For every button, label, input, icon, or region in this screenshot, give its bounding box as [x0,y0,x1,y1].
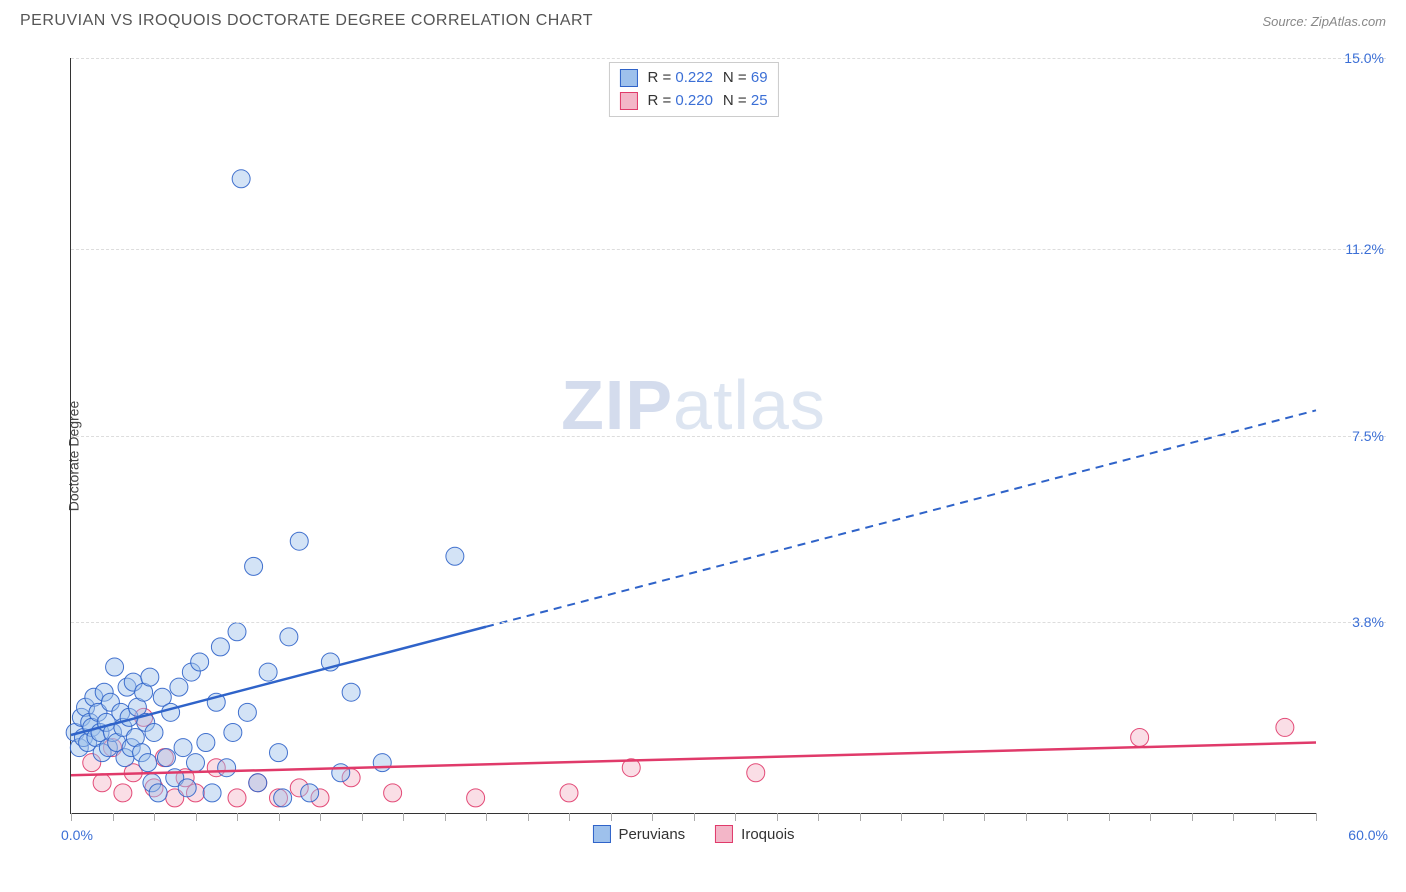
scatter-point [245,557,263,575]
scatter-point [467,789,485,807]
x-tick [528,813,529,821]
gridline-label: 7.5% [1324,428,1384,444]
scatter-point [191,653,209,671]
legend-swatch [715,825,733,843]
chart-title: PERUVIAN VS IROQUOIS DOCTORATE DEGREE CO… [20,12,593,30]
scatter-point [187,754,205,772]
scatter-point [170,678,188,696]
scatter-point [218,759,236,777]
scatter-point [224,723,242,741]
scatter-point [446,547,464,565]
x-tick [1150,813,1151,821]
x-tick [445,813,446,821]
plot-area: ZIPatlas R = 0.222N = 69R = 0.220N = 25 … [70,58,1316,814]
x-tick [1026,813,1027,821]
x-tick [901,813,902,821]
scatter-point [1131,729,1149,747]
legend-item: Peruvians [592,825,685,843]
scatter-point [145,723,163,741]
x-tick [984,813,985,821]
gridline [71,622,1386,623]
scatter-point [211,638,229,656]
x-tick [113,813,114,821]
x-tick [71,813,72,821]
scatter-point [249,774,267,792]
scatter-point [228,623,246,641]
gridline-label: 15.0% [1324,50,1384,66]
scatter-point [280,628,298,646]
x-tick [1067,813,1068,821]
gridline-label: 11.2% [1324,241,1384,257]
gridline-label: 3.8% [1324,614,1384,630]
gridline [71,436,1386,437]
scatter-point [747,764,765,782]
x-tick [486,813,487,821]
gridline [71,249,1386,250]
scatter-point [232,170,250,188]
x-tick [611,813,612,821]
x-tick [652,813,653,821]
legend-item: Iroquois [715,825,794,843]
scatter-point [270,744,288,762]
x-tick [362,813,363,821]
scatter-point [1276,718,1294,736]
scatter-point [238,703,256,721]
x-tick [569,813,570,821]
x-tick [818,813,819,821]
scatter-point [301,784,319,802]
x-tick [279,813,280,821]
scatter-point [373,754,391,772]
x-axis-max-label: 60.0% [1348,827,1388,843]
x-tick [694,813,695,821]
scatter-point [332,764,350,782]
scatter-point [274,789,292,807]
x-tick [1316,813,1317,821]
x-tick [154,813,155,821]
scatter-point [149,784,167,802]
x-tick [860,813,861,821]
scatter-point [139,754,157,772]
bottom-legend: Peruvians Iroquois [592,825,794,843]
scatter-point [141,668,159,686]
x-tick [1109,813,1110,821]
x-tick [735,813,736,821]
x-tick [943,813,944,821]
scatter-point [384,784,402,802]
scatter-point [106,658,124,676]
scatter-point [259,663,277,681]
scatter-point [197,734,215,752]
x-tick [320,813,321,821]
x-tick [403,813,404,821]
x-tick [196,813,197,821]
scatter-point [560,784,578,802]
x-tick [1233,813,1234,821]
scatter-point [290,532,308,550]
x-tick [777,813,778,821]
scatter-point [114,784,132,802]
legend-swatch [592,825,610,843]
scatter-point [342,683,360,701]
chart-source: Source: ZipAtlas.com [1262,14,1386,29]
legend-label: Iroquois [741,826,794,843]
scatter-point [157,749,175,767]
x-tick [1192,813,1193,821]
scatter-point [174,739,192,757]
gridline [71,58,1386,59]
x-tick [1275,813,1276,821]
x-axis-min-label: 0.0% [61,827,93,843]
scatter-point [93,774,111,792]
scatter-point [162,703,180,721]
scatter-point [228,789,246,807]
regression-line-solid [71,743,1316,776]
chart-container: Doctorate Degree ZIPatlas R = 0.222N = 6… [20,48,1386,864]
scatter-point [203,784,221,802]
x-tick [237,813,238,821]
scatter-point [178,779,196,797]
regression-line-dashed [486,410,1316,626]
legend-label: Peruvians [618,826,685,843]
